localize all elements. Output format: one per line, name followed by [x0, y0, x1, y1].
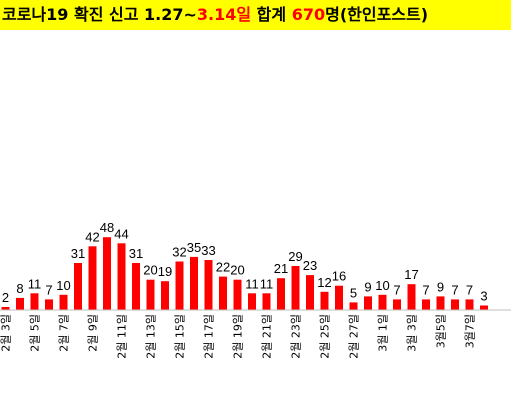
tick-label: 2월 9일	[86, 314, 100, 352]
bar	[306, 275, 314, 310]
tick-label: 2월 13일	[144, 314, 158, 359]
bar	[88, 246, 97, 310]
data-label: 29	[288, 249, 302, 264]
data-label: 9	[437, 279, 444, 294]
data-label: 21	[274, 261, 288, 276]
bar	[219, 276, 227, 310]
tick-labels-group: 2월 3일 2월 5일 2월 7일 2월 9일 2월 11일 2월 13일 2월 15일 2월…	[0, 314, 477, 359]
bar	[161, 281, 169, 310]
bar	[393, 299, 401, 310]
tick-label: 2월 23일	[289, 314, 303, 359]
bar	[59, 294, 68, 310]
tick-label: 3월7일	[463, 314, 477, 348]
data-label: 31	[71, 246, 85, 261]
data-label: 22	[216, 260, 230, 275]
data-label: 19	[158, 264, 172, 279]
tick-label: 2월 3일	[0, 314, 13, 352]
data-label: 7	[393, 282, 400, 297]
data-label: 7	[422, 282, 429, 297]
bar	[146, 279, 155, 310]
data-label: 7	[451, 282, 458, 297]
bar	[291, 266, 300, 310]
data-label: 3	[480, 289, 487, 304]
tick-label: 2월 25일	[318, 314, 332, 359]
data-label: 33	[201, 243, 215, 258]
bar	[132, 263, 140, 310]
bar	[30, 293, 39, 310]
tick-label: 2월 17일	[202, 314, 216, 359]
tick-label: 3월 3일	[405, 314, 419, 352]
bar	[349, 302, 358, 310]
bar	[16, 297, 24, 310]
data-label: 16	[332, 269, 346, 284]
data-label: 23	[303, 258, 317, 273]
bar	[103, 237, 111, 310]
tick-label: 2월 27일	[347, 314, 361, 359]
data-label: 31	[129, 246, 143, 261]
bar	[74, 263, 82, 310]
chart-title: 코로나19 확진 신고 1.27~3.14일 합계 670명(한인포스트)	[0, 0, 511, 30]
data-label: 32	[172, 245, 186, 260]
bar	[465, 299, 474, 310]
data-label: 42	[85, 229, 99, 244]
bar	[1, 307, 10, 310]
data-label: 9	[364, 279, 371, 294]
data-label: 2	[2, 290, 9, 305]
tick-label: 3월 1일	[376, 314, 390, 352]
bar	[262, 293, 271, 310]
tick-label: 2월 21일	[260, 314, 274, 359]
bars-group	[1, 237, 488, 310]
data-label: 12	[317, 275, 331, 290]
data-label: 11	[245, 276, 259, 291]
title-part: 코로나19 확진 신고 1.27~	[2, 5, 197, 24]
tick-label: 2월 11일	[115, 314, 129, 359]
bar	[277, 278, 285, 310]
bar	[451, 299, 459, 310]
data-label: 35	[187, 240, 201, 255]
data-label: 20	[230, 263, 244, 278]
bar	[175, 261, 184, 310]
data-label: 11	[260, 276, 274, 291]
tick-label: 2월 5일	[28, 314, 42, 352]
bar	[204, 260, 213, 310]
data-label: 11	[28, 276, 42, 291]
bar	[233, 279, 242, 310]
title-part: 3.14일	[196, 5, 252, 24]
bar	[364, 296, 372, 310]
data-label: 20	[143, 263, 157, 278]
data-label: 48	[100, 220, 114, 235]
data-label: 10	[56, 278, 70, 293]
bar	[335, 285, 343, 310]
bar	[407, 284, 416, 310]
bar	[378, 294, 387, 310]
bar	[248, 293, 256, 310]
data-label: 7	[466, 282, 473, 297]
tick-label: 2월 7일	[57, 314, 71, 352]
bar	[422, 299, 430, 310]
title-part: 명(한인포스트)	[325, 5, 429, 24]
tick-label: 2월 19일	[231, 314, 245, 359]
tick-label: 2월 15일	[173, 314, 187, 359]
bar	[480, 305, 488, 310]
bar	[436, 296, 445, 310]
title-part: 합계	[251, 5, 292, 24]
data-label: 7	[45, 282, 52, 297]
tick-label: 3월5일	[434, 314, 448, 348]
bar	[45, 299, 53, 310]
data-label: 44	[114, 226, 128, 241]
data-label: 10	[375, 278, 389, 293]
bar	[190, 256, 198, 310]
data-label: 17	[404, 267, 418, 282]
bar	[117, 243, 126, 310]
data-label: 5	[350, 285, 357, 300]
bar	[320, 291, 329, 310]
data-label: 8	[16, 281, 23, 296]
title-part: 670	[291, 5, 326, 24]
